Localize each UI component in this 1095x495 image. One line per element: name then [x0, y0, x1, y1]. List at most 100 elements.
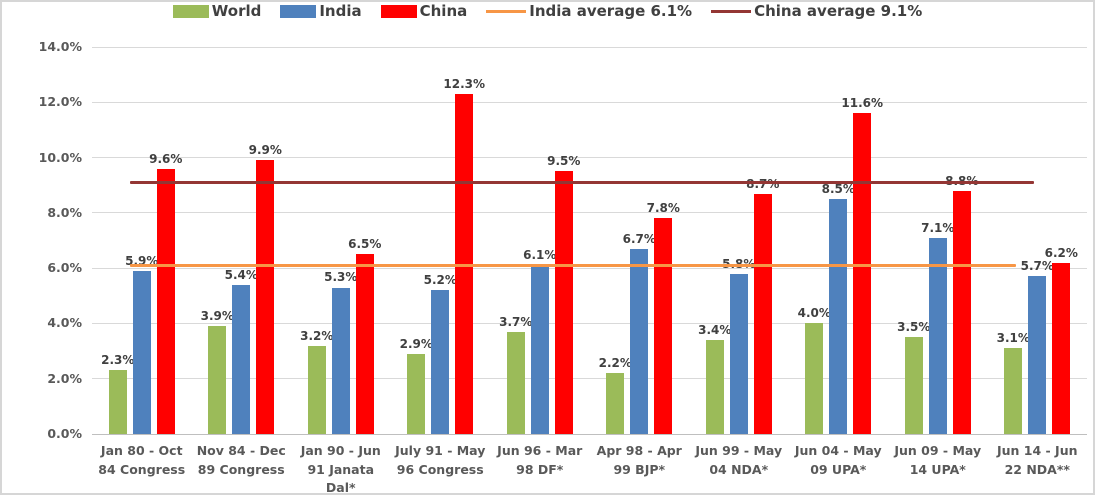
bar-india-6 — [729, 273, 748, 434]
bar-world-7 — [805, 323, 824, 434]
legend-swatch-icon — [711, 9, 752, 13]
legend-item-label: India — [319, 2, 362, 20]
data-label-world-6: 3.4% — [698, 323, 732, 337]
x-axis-category-label-4: Jun 96 - Mar 98 DF* — [497, 443, 583, 477]
data-label-india-2: 5.3% — [324, 270, 358, 285]
data-label-world-7: 4.0% — [797, 306, 831, 321]
data-label-india-4: 6.1% — [523, 248, 557, 263]
data-label-china-3: 12.3% — [443, 76, 486, 91]
bar-china-0 — [156, 168, 175, 434]
bar-india-7 — [829, 199, 848, 434]
data-label-china-0: 9.6% — [149, 151, 183, 166]
y-axis-tick-label: 10.0% — [38, 149, 82, 165]
bar-india-9 — [1028, 276, 1047, 434]
bar-world-6 — [705, 340, 724, 434]
data-label-china-2: 6.5% — [348, 237, 382, 252]
data-label-world-5: 2.2% — [598, 356, 632, 371]
bar-india-8 — [928, 237, 947, 434]
bar-china-1 — [256, 160, 275, 434]
legend-item-india: India — [280, 2, 362, 20]
plot-area: 2.3% 3.9% 3.2% 2.9% 3.7% 2.2% 3.4% 4.0% 3.5% 3.1%… — [92, 46, 1087, 435]
x-axis-category-label-0: Jan 80 - Oct 84 Congress — [98, 443, 186, 477]
data-label-india-9: 5.7% — [1020, 259, 1054, 274]
x-axis-category-label-7: Jun 04 - May 09 UPA* — [794, 443, 882, 477]
x-axis-category-label-9: Jun 14 - Jun 22 NDA** — [996, 443, 1078, 477]
data-label-china-9: 6.2% — [1044, 245, 1078, 260]
bar-china-2 — [355, 254, 374, 434]
data-label-india-6: 5.8% — [711, 257, 767, 271]
data-label-india-7: 8.5% — [821, 182, 855, 197]
y-axis-tick-label: 0.0% — [47, 426, 82, 441]
data-label-china-8: 8.8% — [934, 174, 990, 188]
gridline — [92, 101, 1087, 103]
bar-india-4 — [530, 265, 549, 434]
gridline — [92, 157, 1087, 159]
legend-item-label: World — [211, 2, 262, 20]
data-label-india-5: 6.7% — [622, 231, 656, 246]
data-label-world-4: 3.7% — [499, 314, 533, 329]
data-label-world-2: 3.2% — [300, 328, 334, 343]
data-label-china-4: 9.5% — [547, 154, 581, 169]
x-axis-category-label-5: Apr 98 - Apr 99 BJP* — [596, 443, 682, 477]
y-axis-tick-label: 8.0% — [47, 204, 82, 220]
y-axis-tick-label: 12.0% — [38, 94, 82, 110]
data-label-world-8: 3.5% — [897, 320, 931, 335]
x-axis-category-label-8: Jun 09 - May 14 UPA* — [894, 443, 982, 477]
data-label-china-1: 9.9% — [248, 143, 282, 158]
bar-china-5 — [654, 218, 673, 434]
legend-swatch-icon — [172, 4, 209, 18]
legend-swatch-icon — [486, 9, 527, 13]
legend-item-china-average-9-1: China average 9.1% — [711, 2, 922, 20]
gridline — [92, 267, 1087, 269]
data-label-india-1: 5.4% — [224, 267, 258, 282]
data-label-china-7: 11.6% — [841, 96, 884, 111]
bar-world-0 — [108, 370, 127, 434]
data-label-india-3: 5.2% — [423, 273, 457, 288]
bar-world-1 — [208, 326, 227, 434]
gridline — [92, 212, 1087, 214]
chart-legend: World India China India average 6.1% China a… — [2, 2, 1093, 20]
legend-item-label: India average 6.1% — [529, 2, 693, 20]
x-axis-line — [92, 433, 1087, 435]
bar-world-2 — [307, 345, 326, 434]
bar-india-2 — [331, 287, 350, 434]
bar-china-9 — [1052, 262, 1071, 434]
gridline — [92, 378, 1087, 380]
data-label-china-5: 7.8% — [646, 201, 680, 216]
legend-item-china: China — [380, 2, 468, 20]
bar-india-0 — [132, 270, 151, 434]
bar-india-5 — [630, 248, 649, 434]
reference-line-china-average-9-1 — [130, 180, 1034, 184]
legend-item-world: World — [172, 2, 262, 20]
bar-india-1 — [232, 284, 251, 434]
bar-world-5 — [606, 373, 625, 434]
legend-item-india-average-6-1: India average 6.1% — [486, 2, 692, 20]
bar-china-8 — [952, 190, 971, 434]
bar-china-7 — [853, 113, 872, 434]
legend-swatch-icon — [280, 4, 317, 18]
legend-item-label: China — [419, 2, 468, 20]
y-axis-tick-label: 4.0% — [47, 315, 82, 331]
bar-china-6 — [753, 193, 772, 434]
bar-world-3 — [407, 353, 426, 434]
data-label-world-3: 2.9% — [399, 336, 433, 351]
bar-world-4 — [506, 331, 525, 434]
gridline — [92, 46, 1087, 48]
reference-line-india-average-6-1 — [130, 263, 1016, 267]
data-label-india-8: 7.1% — [921, 220, 955, 235]
y-axis-tick-label: 2.0% — [47, 370, 82, 386]
bar-world-9 — [1004, 348, 1023, 434]
legend-item-label: China average 9.1% — [754, 2, 923, 20]
gridline — [92, 322, 1087, 324]
legend-swatch-icon — [380, 4, 417, 18]
x-axis-category-label-2: Jan 90 - Jun 91 Janata Dal* — [300, 443, 381, 495]
x-axis-category-label-1: Nov 84 - Dec 89 Congress — [196, 443, 286, 477]
bar-china-4 — [554, 171, 573, 434]
x-axis-category-label-6: Jun 99 - May 04 NDA* — [695, 443, 783, 477]
bar-india-3 — [431, 290, 450, 434]
data-label-world-0: 2.3% — [101, 353, 135, 368]
data-label-world-9: 3.1% — [996, 331, 1030, 346]
data-label-world-1: 3.9% — [200, 309, 234, 324]
y-axis-tick-label: 6.0% — [47, 260, 82, 276]
